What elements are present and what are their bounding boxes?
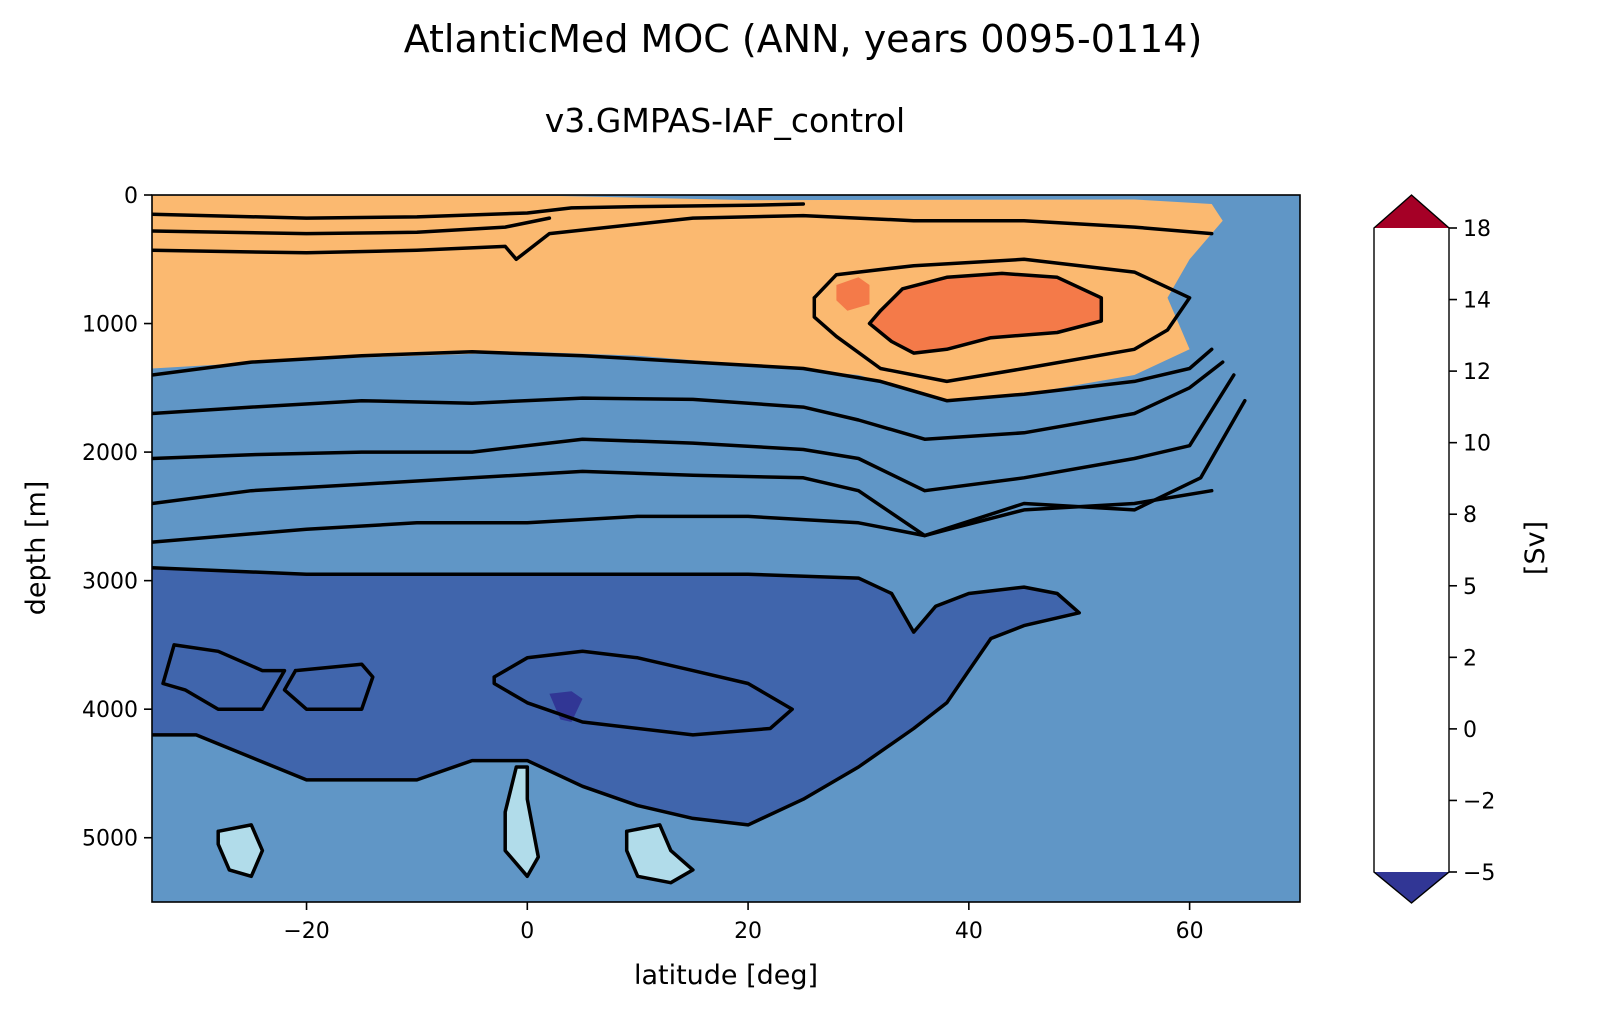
colorbar-label: [Sv]	[1520, 521, 1551, 575]
chart-title: AtlanticMed MOC (ANN, years 0095-0114)	[404, 17, 1203, 61]
contour-line-4	[152, 360, 1225, 441]
y-tick-label: 2000	[82, 441, 138, 466]
colorbar-tick-label: 5	[1463, 575, 1477, 600]
contour-region-0	[152, 195, 1223, 401]
contour-region-7	[626, 824, 693, 883]
contour-line-16	[624, 823, 695, 885]
contour-line-3	[152, 347, 1214, 403]
colorbar-tick-label: 0	[1463, 718, 1477, 743]
y-axis: 0 1000 2000 3000 4000 5000	[82, 184, 152, 852]
chart-subtitle: v3.GMPAS-IAF_control	[545, 101, 905, 140]
y-tick-label: 1000	[82, 313, 138, 338]
y-tick-label: 3000	[82, 570, 138, 595]
contour-region-2	[836, 277, 870, 311]
contour-line-1	[152, 216, 552, 236]
contour-region-3	[152, 567, 1080, 825]
contour-line-12	[161, 643, 287, 711]
colorbar-tick-label: 12	[1463, 360, 1491, 385]
colorbar-extend-under	[1374, 872, 1449, 903]
x-axis-label: latitude [deg]	[634, 960, 818, 991]
contour-lines	[152, 202, 1247, 885]
y-tick-label: 5000	[82, 827, 138, 852]
contour-line-11	[492, 649, 794, 737]
contour-line-14	[503, 765, 541, 879]
contour-line-7	[152, 488, 1214, 544]
contour-line-8	[867, 271, 1104, 355]
colorbar-tick-label: 2	[1463, 646, 1477, 671]
colorbar-tick-label: −2	[1463, 789, 1495, 814]
x-tick-label: 20	[734, 919, 762, 944]
contour-line-6	[152, 398, 1247, 538]
contour-line-10	[152, 566, 1081, 827]
contour-region-4	[549, 691, 583, 722]
x-tick-label: 60	[1176, 919, 1204, 944]
x-tick-label: 0	[520, 919, 534, 944]
contour-line-15	[216, 823, 265, 879]
contour-line-13	[282, 662, 375, 711]
contour-line-5	[152, 373, 1236, 493]
y-tick-label: 4000	[82, 698, 138, 723]
filled-contour-regions	[152, 195, 1223, 883]
colorbar-outline	[1373, 194, 1450, 904]
y-axis-label: depth [m]	[21, 481, 52, 616]
y-tick-label: 0	[124, 184, 138, 209]
colorbar-tick-label: 8	[1463, 503, 1477, 528]
contour-line-0	[152, 202, 806, 220]
x-axis: −20 0 20 40 60	[283, 902, 1204, 944]
colorbar-tick-label: 18	[1463, 217, 1491, 242]
x-tick-label: −20	[283, 919, 329, 944]
x-tick-label: 40	[955, 919, 983, 944]
contour-region-5	[505, 767, 539, 877]
colorbar-tick-label: −5	[1463, 861, 1495, 886]
contour-line-9	[812, 257, 1192, 384]
contour-region-6	[218, 824, 263, 877]
colorbar-extend-over	[1374, 195, 1449, 228]
colorbar: −5 −2 0 2 5 8 10 12 14 18	[1373, 194, 1495, 904]
colorbar-tick-label: 14	[1463, 289, 1491, 314]
contour-line-2	[152, 213, 1214, 262]
plot-frame	[151, 194, 1301, 903]
colorbar-tick-label: 10	[1463, 432, 1491, 457]
plot-area	[151, 194, 1301, 903]
